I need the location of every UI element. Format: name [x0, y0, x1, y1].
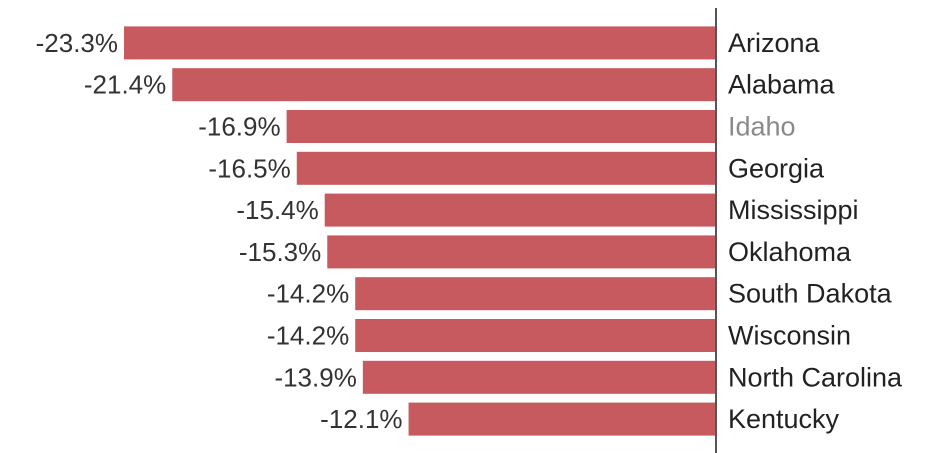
value-label: -15.4% [236, 195, 318, 225]
value-label: -12.1% [320, 404, 402, 434]
category-label: Wisconsin [728, 321, 851, 351]
category-label: Kentucky [728, 404, 840, 434]
value-label: -15.3% [239, 237, 321, 267]
bar-idaho [286, 110, 716, 143]
bars-group: -23.3% Arizona -21.4% Alabama -16.9% Idaho -16… [36, 26, 903, 436]
category-label: North Carolina [728, 362, 903, 392]
bar-alabama [172, 68, 717, 102]
bar-wisconsin [355, 319, 716, 352]
value-label: -21.4% [84, 70, 166, 100]
value-label: -14.2% [267, 321, 349, 351]
category-label: Alabama [728, 70, 836, 100]
category-label: South Dakota [728, 279, 893, 309]
value-label: -16.5% [208, 153, 290, 183]
bar-georgia [296, 151, 716, 185]
bar-north-carolina [362, 360, 716, 394]
category-label: Georgia [728, 153, 825, 183]
value-label: -23.3% [36, 28, 118, 58]
value-label: -14.2% [267, 279, 349, 309]
bar-south-dakota [355, 277, 716, 311]
category-label: Idaho [728, 112, 796, 142]
value-label: -16.9% [198, 112, 280, 142]
bar-oklahoma [327, 235, 716, 269]
category-label: Arizona [728, 28, 821, 58]
category-label: Mississippi [728, 195, 859, 225]
value-label: -13.9% [274, 362, 356, 392]
bar-mississippi [324, 193, 716, 227]
bar-kentucky [408, 402, 716, 436]
category-label: Oklahoma [728, 237, 852, 267]
bar-arizona [124, 26, 716, 60]
